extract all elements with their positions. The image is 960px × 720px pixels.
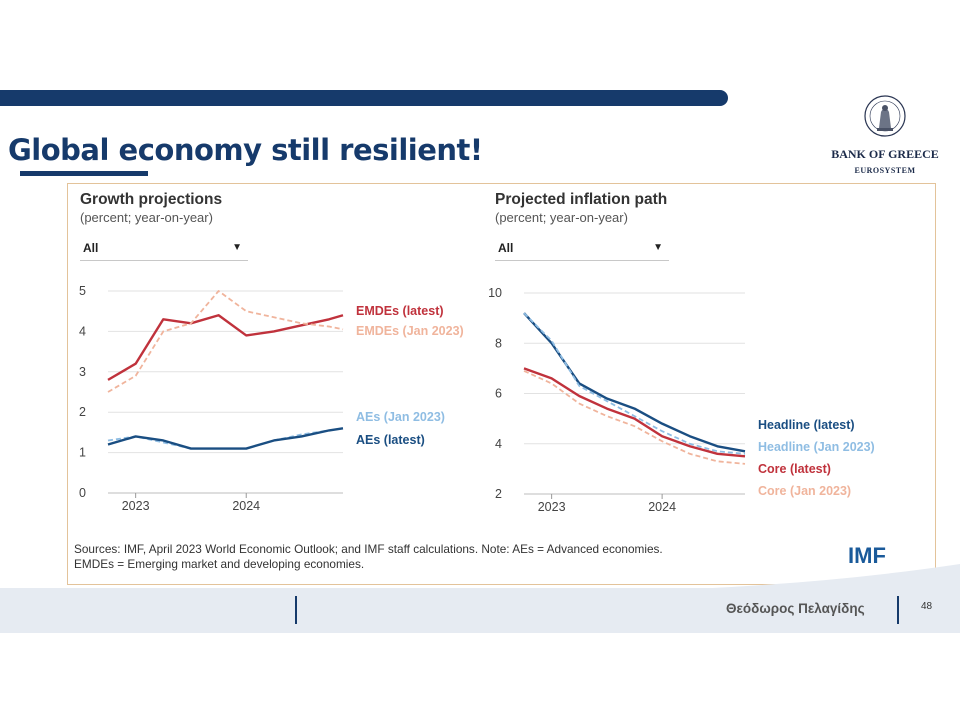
inflation-chart-title: Projected inflation path [495,191,668,208]
bank-subtitle: EUROSYSTEM [854,166,916,175]
series-line-1 [107,314,344,381]
series-label-2: EMDEs (Jan 2023) [356,324,464,338]
bank-logo: BANK OF GREECE EUROSYSTEM [820,94,950,179]
imf-logo: IMF [848,543,886,568]
growth-chart-title: Growth projections [80,191,223,208]
series-label-4: Core (Jan 2023) [758,484,851,498]
x-tick-label: 2023 [122,499,150,513]
series-line-2 [523,312,746,455]
series-label-3: Core (latest) [758,462,831,476]
x-tick-label: 2024 [232,499,260,513]
y-tick-label: 2 [495,487,502,501]
series-label-1: Headline (latest) [758,418,855,432]
growth-filter-dropdown[interactable]: All ▼ [80,238,248,261]
footer-wave [600,564,960,592]
series-line-3 [523,367,746,458]
y-tick-label: 1 [79,446,86,460]
chevron-down-icon: ▼ [232,242,242,253]
inflation-filter-dropdown[interactable]: All ▼ [495,238,669,261]
y-tick-label: 2 [79,405,86,419]
y-tick-label: 10 [488,286,502,300]
bank-name: BANK OF GREECE [831,147,939,161]
growth-chart-subtitle: (percent; year-on-year) [80,210,213,225]
y-tick-label: 0 [79,486,86,500]
y-tick-label: 6 [495,387,502,401]
series-line-4 [523,370,746,465]
inflation-chart-subtitle: (percent; year-on-year) [495,210,628,225]
author-name: Θεόδωρος Πελαγίδης [726,601,865,616]
bank-seal-icon [864,95,906,137]
y-tick-label: 8 [495,336,502,350]
footer-band [0,588,960,633]
series-label-3: AEs (Jan 2023) [356,410,445,424]
inflation-filter-value: All [498,241,514,255]
x-tick-label: 2024 [648,500,676,514]
series-line-2 [107,290,344,393]
source-note-line2: EMDEs = Emerging market and developing e… [74,557,365,571]
title-underline [20,171,148,176]
y-tick-label: 4 [79,324,86,338]
growth-filter-value: All [83,241,99,255]
footer-divider [897,596,899,624]
x-tick-label: 2023 [538,500,566,514]
slide-title: Global economy still resilient! [8,133,483,167]
page-number: 48 [921,601,933,612]
y-tick-label: 3 [79,365,86,379]
y-tick-label: 5 [79,284,86,298]
header-bar [0,90,728,106]
series-label-2: Headline (Jan 2023) [758,440,875,454]
series-label-4: AEs (latest) [356,433,425,447]
chart-frame [67,183,936,585]
footer-divider [295,596,297,624]
source-note-line1: Sources: IMF, April 2023 World Economic … [74,542,663,556]
series-label-1: EMDEs (latest) [356,304,444,318]
y-tick-label: 4 [495,437,502,451]
series-line-4 [107,427,344,450]
chevron-down-icon: ▼ [653,242,663,253]
